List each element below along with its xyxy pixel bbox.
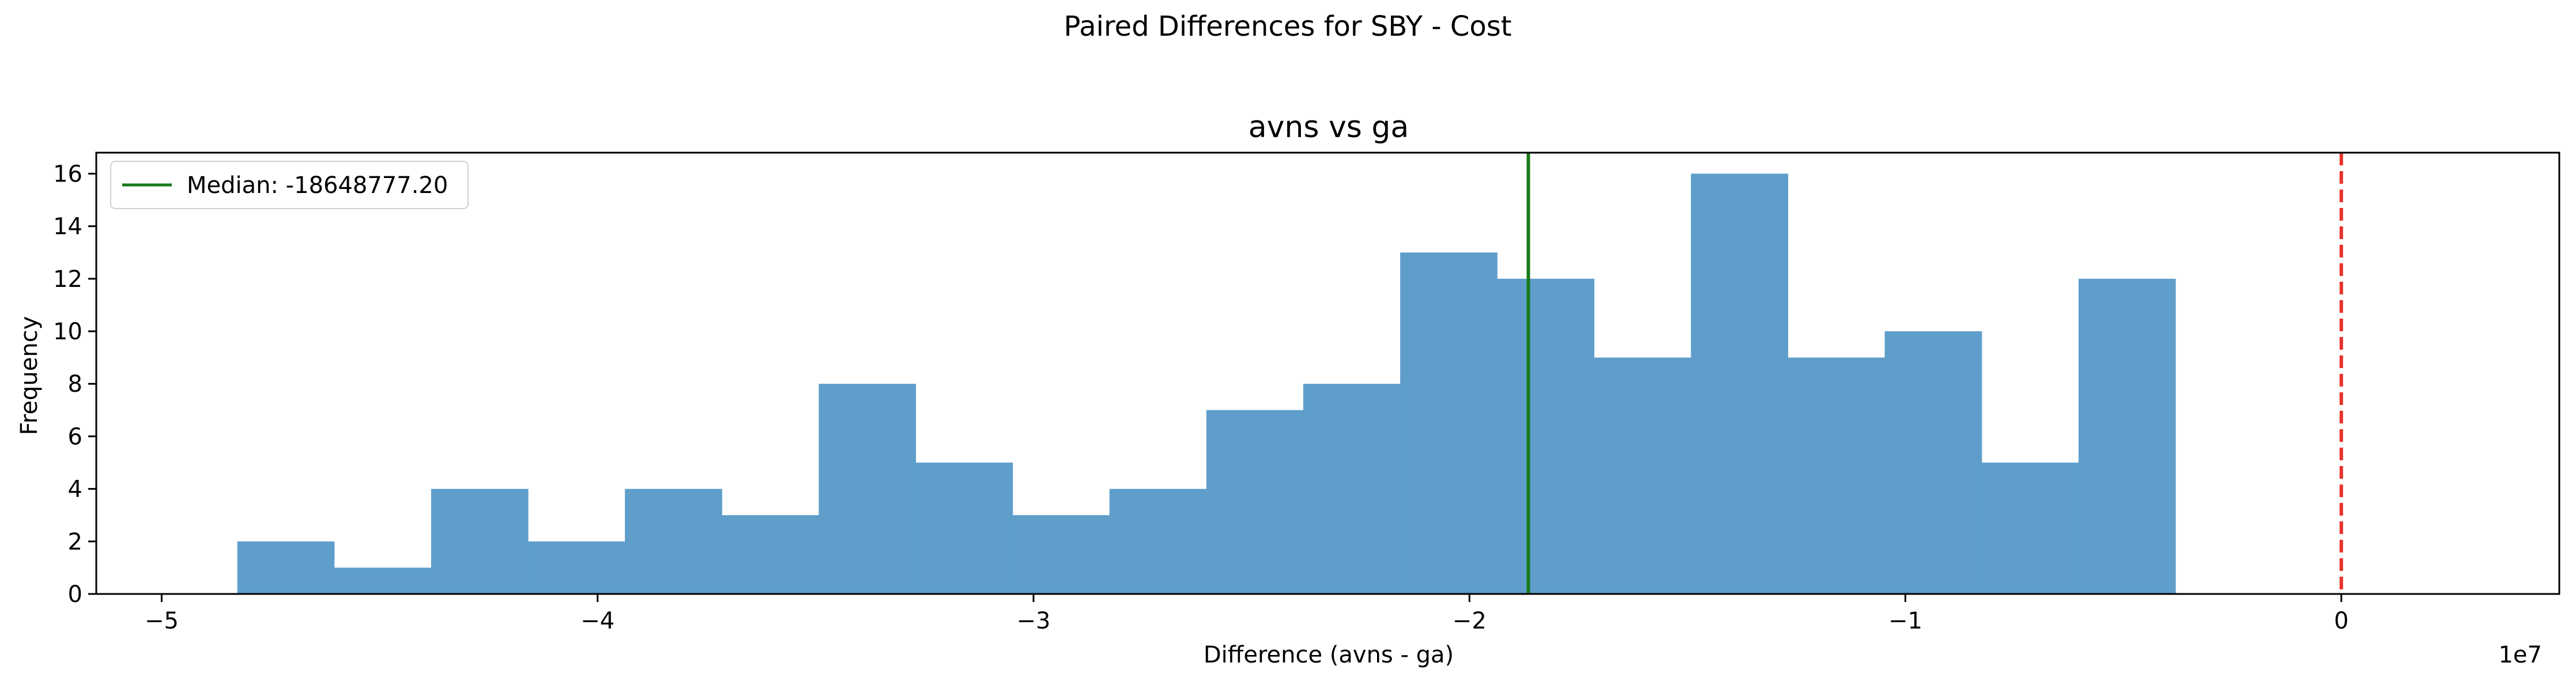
histogram-bar <box>1594 357 1692 594</box>
figure-suptitle: Paired Differences for SBY - Cost <box>1063 10 1511 43</box>
axes-frame <box>95 152 2560 595</box>
y-tick-label: 14 <box>53 214 82 240</box>
x-tick-label: −4 <box>580 608 614 634</box>
y-tick-label: 2 <box>68 529 82 555</box>
x-tick-label: −5 <box>145 608 179 634</box>
y-tick-label: 4 <box>68 476 82 503</box>
histogram-bar <box>237 541 335 594</box>
x-tick-label: −1 <box>1888 608 1922 634</box>
y-tick-label: 6 <box>68 423 82 450</box>
y-axis-ticks: 0 2 4 6 8 10 12 14 16 <box>53 161 96 608</box>
histogram-bars <box>237 173 2176 594</box>
legend-box <box>110 161 469 209</box>
y-tick-label: 12 <box>53 266 82 293</box>
x-tick-label: 0 <box>2334 608 2348 634</box>
histogram-bar <box>334 567 432 594</box>
histogram-bar <box>915 463 1013 594</box>
histogram-bar <box>1884 331 1982 594</box>
y-tick-label: 8 <box>68 371 82 398</box>
histogram-bar <box>625 489 722 594</box>
histogram-bar <box>819 384 917 594</box>
histogram-bar <box>431 489 529 594</box>
histogram-bar <box>1497 278 1594 594</box>
histogram-bar <box>1303 384 1401 594</box>
histogram-bar <box>1787 357 1885 594</box>
histogram-bar <box>528 541 625 594</box>
histogram-bar <box>1109 489 1207 594</box>
histogram-bar <box>2078 278 2176 594</box>
y-axis-label: Frequency <box>16 316 43 436</box>
x-tick-label: −2 <box>1453 608 1487 634</box>
x-axis-label: Difference (avns - ga) <box>1204 642 1454 668</box>
histogram-bar <box>1691 173 1789 594</box>
x-tick-label: −3 <box>1017 608 1051 634</box>
y-tick-label: 10 <box>53 319 82 345</box>
y-tick-label: 16 <box>53 161 82 187</box>
histogram-bar <box>1981 463 2079 594</box>
reference-lines <box>1526 153 2343 594</box>
chart-title: avns vs ga <box>1249 110 1409 145</box>
histogram-bar <box>722 515 819 594</box>
legend-median-label: Median: -18648777.20 <box>187 172 448 199</box>
histogram-bar <box>1012 515 1110 594</box>
legend: Median: -18648777.20 <box>110 161 469 209</box>
y-tick-label: 0 <box>68 581 82 608</box>
histogram-bar <box>1400 252 1498 594</box>
x-axis-ticks: −5 −4 −3 −2 −1 0 <box>145 594 2349 634</box>
histogram-bar <box>1206 410 1304 594</box>
x-axis-offset-label: 1e7 <box>2498 642 2542 668</box>
